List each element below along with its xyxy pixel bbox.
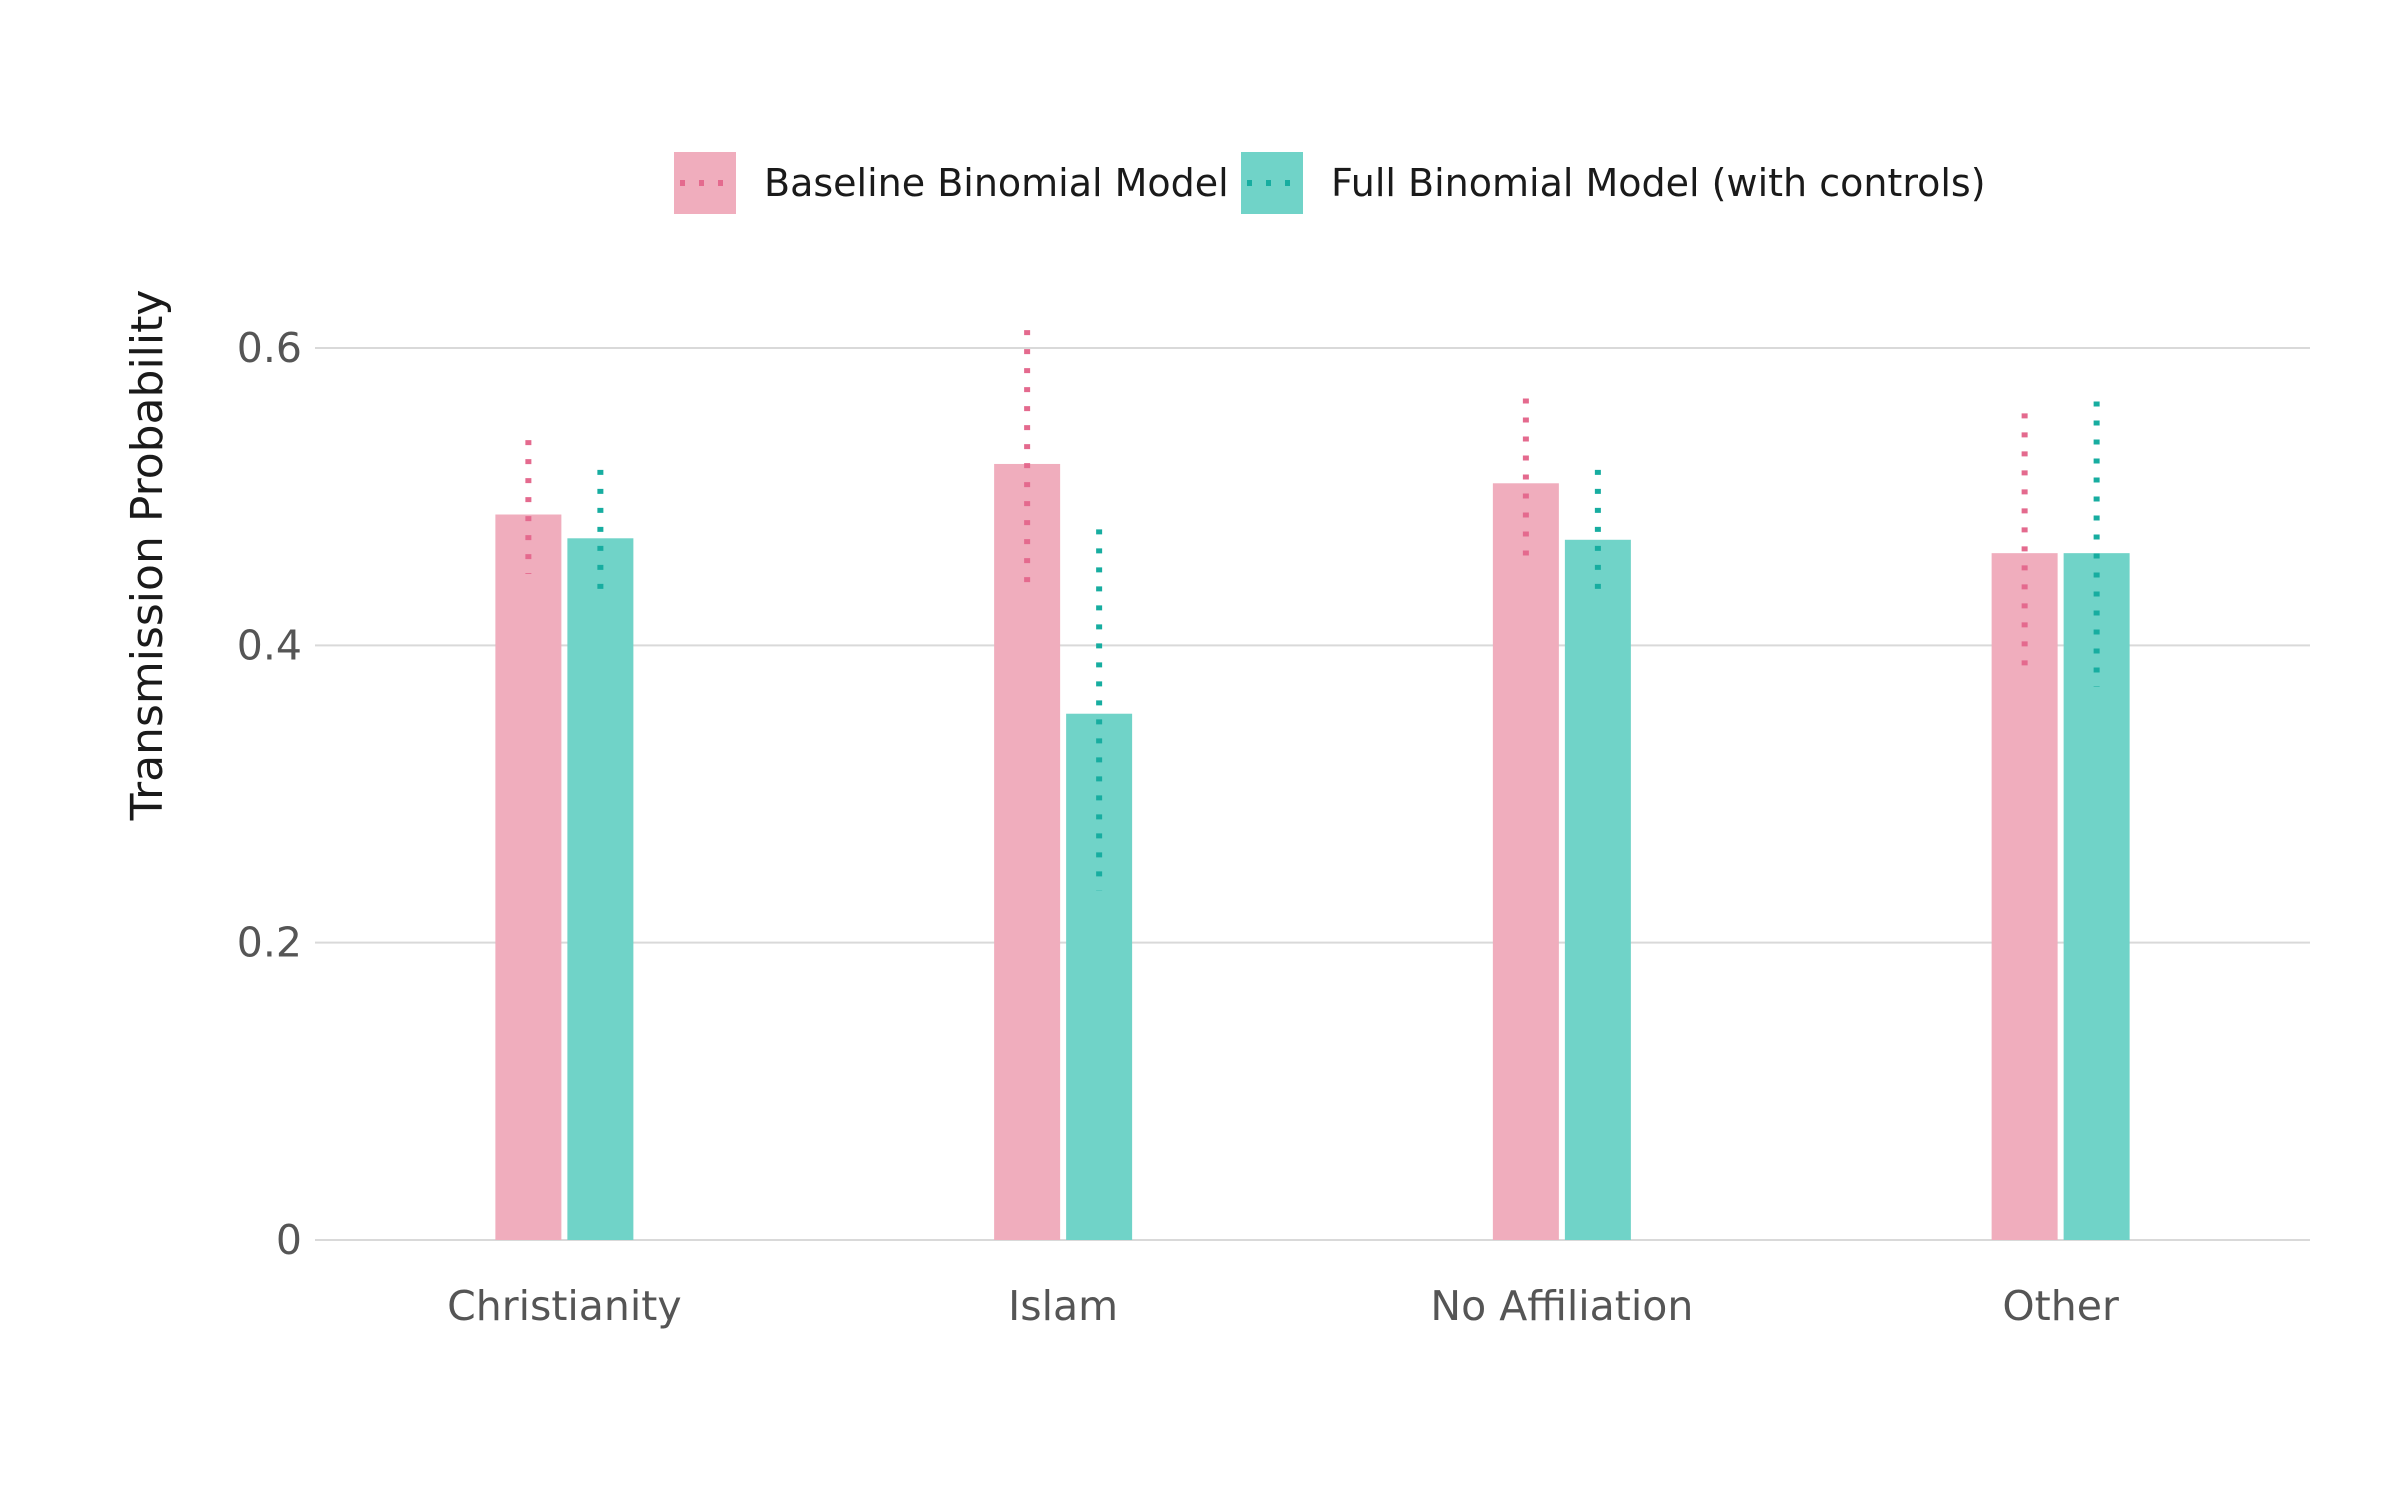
y-axis-title: Transmission Probability [122,290,173,822]
bar-no-affiliation-series-1 [1492,483,1559,1241]
gridlines [315,347,2310,1241]
x-tick-label: Other [2002,1282,2119,1330]
legend: Baseline Binomial Model Full Binomial Mod… [674,152,1986,214]
bars [495,463,2130,1241]
tick-labels: 0 0.2 0.4 0.6 Christianity Islam No Affiliatio… [237,324,2119,1330]
error-bars [525,330,2100,891]
bar-christianity-series-2 [567,538,634,1240]
bar-other-series-2 [2063,553,2130,1240]
y-tick-label: 0 [276,1216,302,1264]
bar-islam-series-1 [994,463,1061,1241]
bar-christianity-series-1 [495,514,562,1240]
legend-label-2: Full Binomial Model (with controls) [1331,161,1986,205]
x-tick-label: Christianity [447,1282,682,1330]
y-tick-label: 0.2 [237,919,302,967]
x-tick-label: Islam [1008,1282,1118,1330]
bar-other-series-1 [1991,553,2058,1240]
bar-islam-series-2 [1066,713,1133,1240]
y-tick-label: 0.6 [237,324,302,372]
x-tick-label: No Affiliation [1430,1282,1693,1330]
legend-label-1: Baseline Binomial Model [764,161,1229,205]
bar-no-affiliation-series-2 [1564,539,1631,1240]
y-tick-label: 0.4 [237,621,302,669]
